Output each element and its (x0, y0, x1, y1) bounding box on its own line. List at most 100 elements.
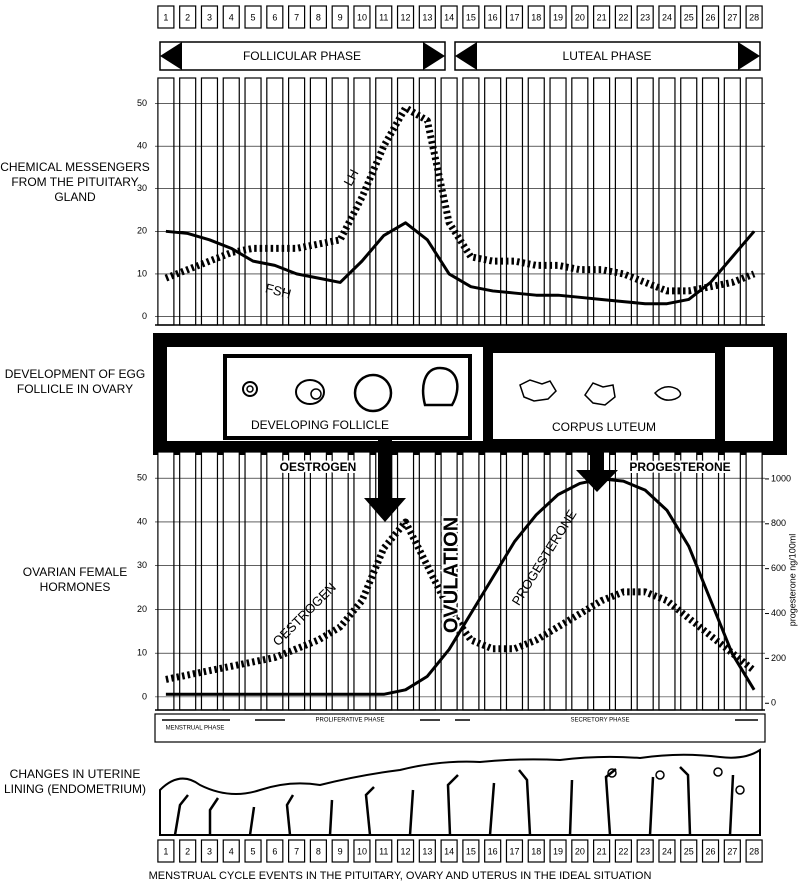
day-label: 5 (251, 846, 256, 856)
day-label: 6 (272, 846, 277, 856)
y2-tick-label: 800 (771, 518, 786, 528)
day-label: 24 (662, 846, 672, 856)
row-label: DEVELOPMENT OF EGG FOLLICLE IN OVARY (0, 367, 150, 397)
arrow-shaft (590, 448, 604, 470)
y-tick-label: 50 (137, 98, 147, 108)
y-tick-label: 40 (137, 516, 147, 526)
y2-tick-label: 1000 (771, 473, 791, 483)
day-label: 17 (509, 846, 519, 856)
day-label: 6 (272, 12, 277, 22)
annotation: PROGESTERONE (629, 460, 730, 474)
day-label: 28 (749, 12, 759, 22)
phase-label: LUTEAL PHASE (563, 49, 652, 63)
y2-tick-label: 600 (771, 563, 786, 573)
column (528, 78, 544, 325)
day-label: 4 (229, 12, 234, 22)
column (703, 452, 719, 710)
column (463, 452, 479, 710)
column (180, 78, 196, 325)
body: FOLLICULAR PHASE LUTEAL PHASE DEVELOPING… (0, 0, 800, 886)
column (615, 78, 631, 325)
column (506, 78, 522, 325)
day-label: 17 (509, 12, 519, 22)
strip-label: PROLIFERATIVE PHASE (316, 718, 385, 724)
day-label: 10 (357, 12, 367, 22)
y-tick-label: 40 (137, 141, 147, 151)
day-label: 18 (531, 846, 541, 856)
column (746, 78, 762, 325)
day-label: 8 (316, 12, 321, 22)
day-label: 8 (316, 846, 321, 856)
day-label: 22 (618, 12, 628, 22)
day-label: 27 (727, 12, 737, 22)
day-label: 19 (553, 846, 563, 856)
column (223, 78, 239, 325)
day-label: 21 (597, 12, 607, 22)
day-label: 12 (401, 846, 411, 856)
day-label: 25 (684, 846, 694, 856)
day-label: 18 (531, 12, 541, 22)
column (310, 78, 326, 325)
day-label: 2 (185, 12, 190, 22)
day-label: 1 (163, 846, 168, 856)
stage-label: CORPUS LUTEUM (552, 420, 656, 434)
day-label: 5 (251, 12, 256, 22)
y2-axis-label: progesterone ng/100ml (787, 534, 797, 627)
column (332, 78, 348, 325)
day-label: 11 (379, 846, 388, 856)
y-tick-label: 10 (137, 648, 147, 658)
day-label: 11 (379, 12, 388, 22)
day-label: 24 (662, 12, 672, 22)
annotation: OVULATION (440, 517, 462, 633)
column (485, 78, 501, 325)
column (310, 452, 326, 710)
column (201, 78, 217, 325)
column (572, 78, 588, 325)
day-label: 23 (640, 12, 650, 22)
day-label: 23 (640, 846, 650, 856)
day-label: 3 (207, 12, 212, 22)
day-label: 27 (727, 846, 737, 856)
column (594, 78, 610, 325)
day-label: 3 (207, 846, 212, 856)
day-label: 4 (229, 846, 234, 856)
y2-tick-label: 0 (771, 698, 776, 708)
day-label: 21 (597, 846, 607, 856)
column (289, 452, 305, 710)
endometrium (160, 750, 760, 835)
column (376, 78, 392, 325)
day-label: 2 (185, 846, 190, 856)
annotation: OESTROGEN (280, 460, 357, 474)
caption: MENSTRUAL CYCLE EVENTS IN THE PITUITARY,… (149, 870, 652, 882)
y-tick-label: 20 (137, 604, 147, 614)
column (332, 452, 348, 710)
phase-strip (155, 714, 765, 742)
column (485, 452, 501, 710)
day-label: 16 (488, 12, 498, 22)
column (615, 452, 631, 710)
column (223, 452, 239, 710)
column (245, 78, 261, 325)
day-label: 7 (294, 846, 299, 856)
column (158, 78, 174, 325)
strip-label: MENSTRUAL PHASE (166, 726, 225, 732)
day-label: 20 (575, 12, 585, 22)
day-label: 19 (553, 12, 563, 22)
column (398, 452, 414, 710)
y-tick-label: 0 (142, 311, 147, 321)
day-label: 20 (575, 846, 585, 856)
page: Menstrual cycle diagram {"header": {"pha… (0, 0, 800, 886)
y-tick-label: 0 (142, 691, 147, 701)
column (724, 78, 740, 325)
y-tick-label: 50 (137, 473, 147, 483)
column (419, 78, 435, 325)
day-label: 14 (444, 12, 454, 22)
day-label: 13 (422, 846, 432, 856)
day-label: 15 (466, 12, 476, 22)
day-label: 22 (618, 846, 628, 856)
column (550, 78, 566, 325)
column (681, 452, 697, 710)
day-label: 9 (338, 846, 343, 856)
column (724, 452, 740, 710)
day-label: 16 (488, 846, 498, 856)
